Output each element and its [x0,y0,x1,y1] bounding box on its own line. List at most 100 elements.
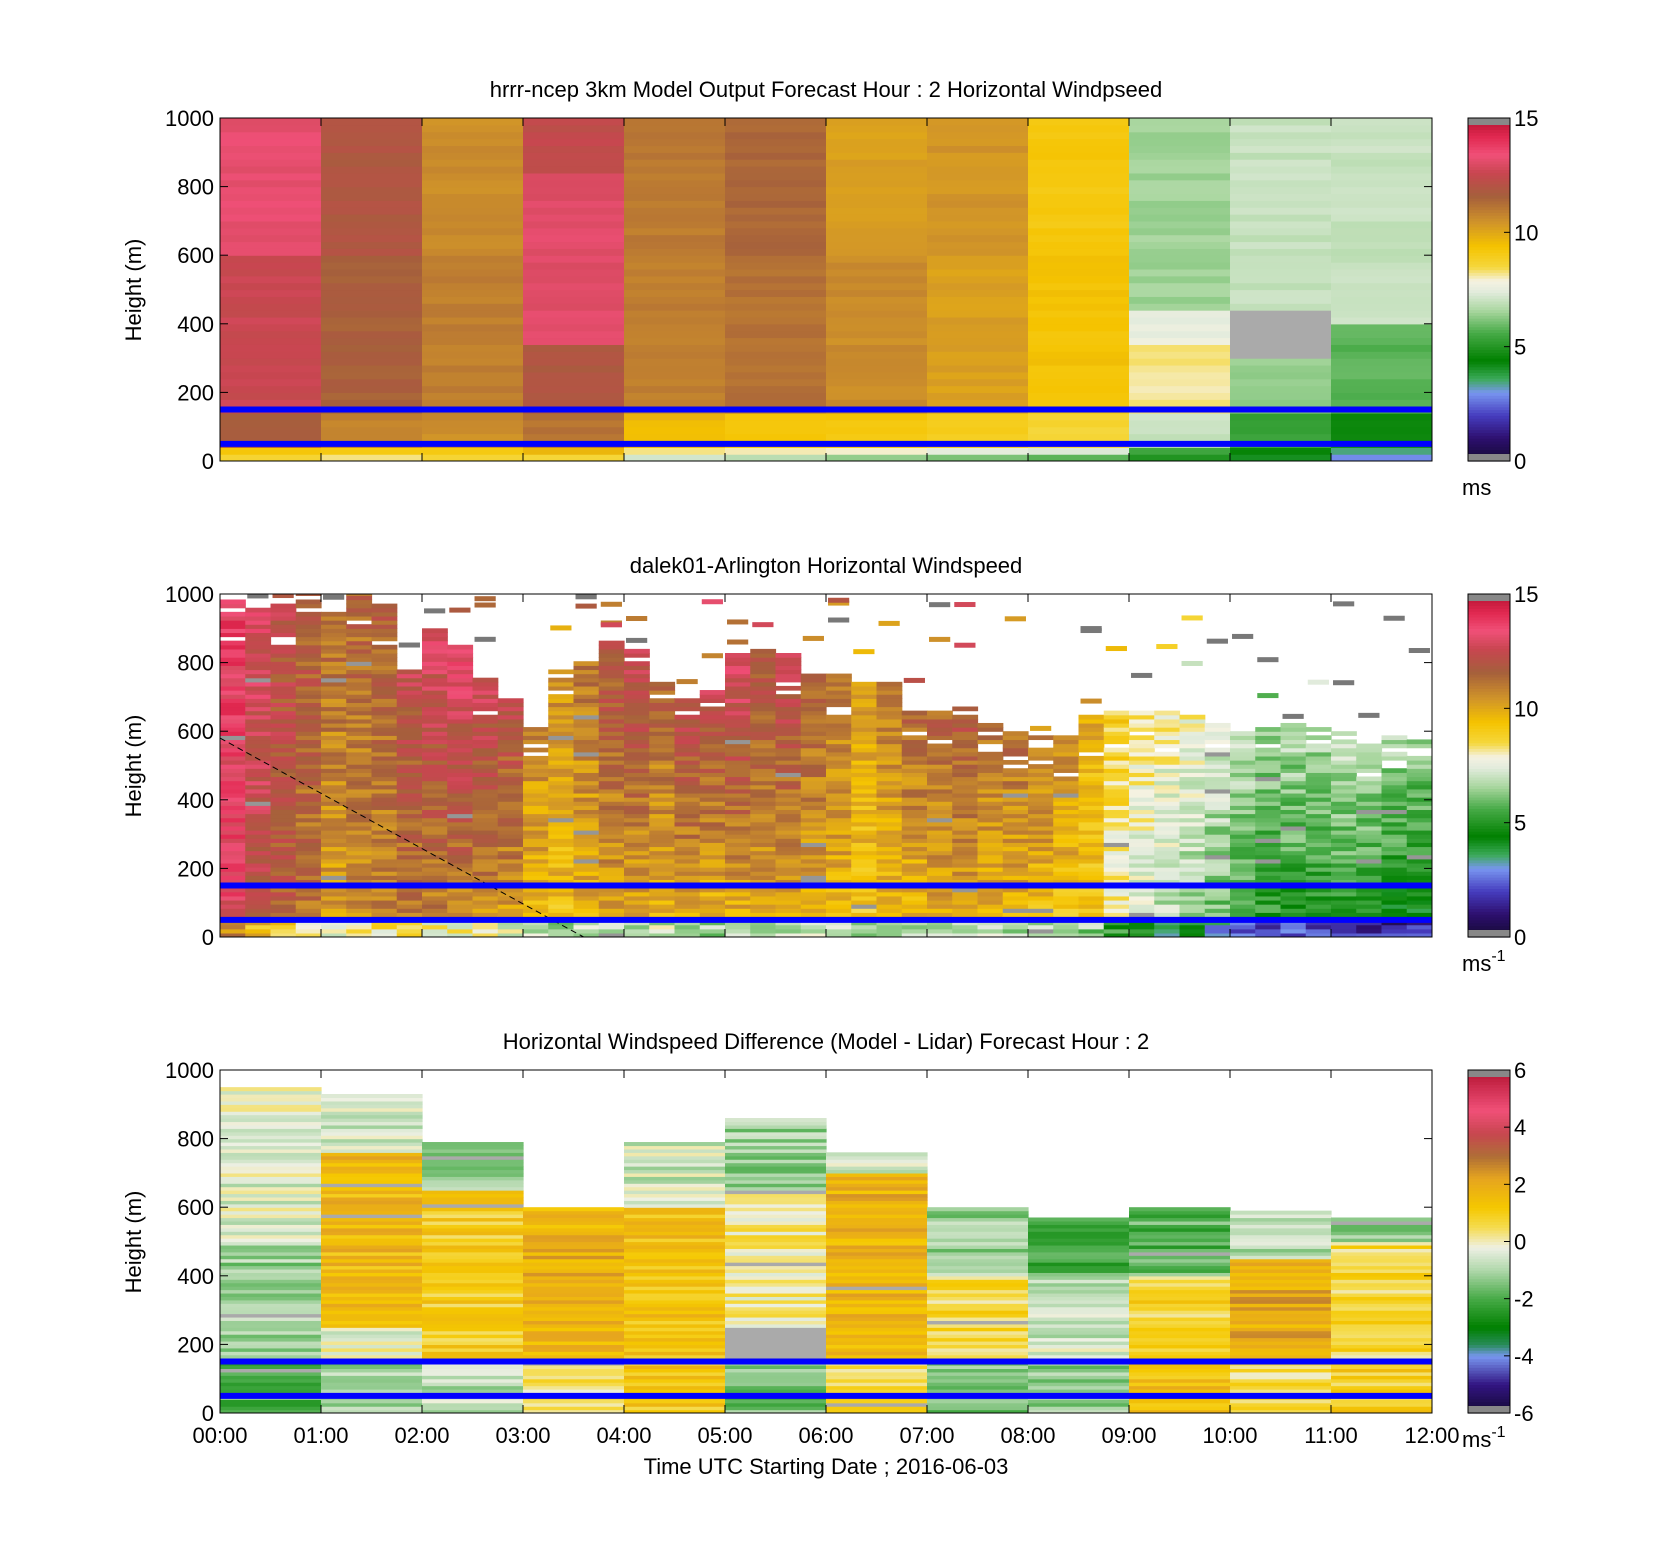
model-cell [1230,282,1332,291]
lidar-cell [1331,928,1357,934]
lidar-cell [699,908,726,913]
lidar-cell [952,722,979,728]
lidar-cell [952,850,979,856]
colorbar-segment [1468,1270,1510,1274]
model-cell [725,310,827,318]
lidar-cell [876,825,903,831]
lidar-cell [295,760,322,765]
lidar-cell [371,867,398,872]
lidar-cell [800,780,827,786]
lidar-cell [497,850,524,856]
lidar-cell [245,706,272,712]
colorbar-segment [1468,639,1510,644]
colorbar-segment [1468,306,1510,311]
difference-cell [1028,1364,1130,1370]
lidar-cell [826,899,852,905]
model-cell [523,275,625,284]
lidar-cell [447,834,474,839]
colorbar-segment [1468,1238,1510,1243]
lidar-cell [775,867,802,872]
lidar-cell [1053,805,1080,811]
lidar-cell [1280,928,1307,934]
colorbar-segment [1468,868,1510,872]
lidar-cell [851,867,878,872]
lidar-cell [598,813,625,819]
difference-cell [826,1282,928,1287]
lidar-cell [295,821,322,827]
model-cell [1129,364,1231,373]
colorbar-tick-label: 2 [1514,1172,1526,1197]
difference-cell [422,1186,524,1191]
model-cell [826,296,928,304]
lidar-cell [1179,739,1206,745]
lidar-cell [977,899,1004,905]
lidar-cell [876,871,903,876]
lidar-cell [851,751,878,757]
colorbar-segment [1468,834,1510,838]
lidar-cell [699,760,726,765]
difference-cell [1028,1220,1130,1225]
difference-cell [826,1272,928,1277]
lidar-cell [977,829,1004,835]
lidar-cell [548,743,575,749]
lidar-cell [220,694,246,699]
lidar-cell [346,702,373,708]
difference-cell [1028,1289,1130,1294]
lidar-cell [1129,829,1155,835]
lidar-cell [649,891,676,897]
difference-cell [321,1142,423,1147]
difference-cell [422,1310,524,1315]
lidar-cell [674,768,701,773]
lidar-cell [1230,867,1256,872]
lidar-cell [1204,784,1231,790]
lidar-cell [1131,672,1153,678]
lidar-cell [346,887,373,893]
lidar-cell [1179,821,1206,827]
lidar-cell [422,735,448,741]
lidar-cell [649,895,676,901]
lidar-cell [1381,875,1408,880]
lidar-cell [422,657,448,662]
lidar-cell [977,817,1004,823]
lidar-cell [1305,813,1332,819]
lidar-cell [725,743,751,749]
lidar-cell [1179,834,1206,839]
lidar-cell [977,764,1004,769]
difference-cell [1331,1337,1432,1342]
lidar-cell [371,632,398,638]
lidar-cell [952,747,979,753]
lidar-cell [323,594,345,600]
lidar-cell [876,772,903,778]
lidar-cell [346,788,373,794]
x-tick-label: 04:00 [596,1423,651,1448]
difference-cell [1230,1224,1332,1229]
lidar-cell [472,920,499,926]
y-tick-label: 400 [177,312,214,337]
colorbar-segment [1468,180,1510,185]
lidar-cell [952,797,979,802]
lidar-cell [1179,764,1206,769]
lidar-cell [573,714,600,720]
model-cell [523,124,625,133]
colorbar-segment [1468,312,1510,316]
colorbar-segment [1468,243,1510,248]
lidar-cell [447,801,474,806]
lidar-cell [624,727,650,732]
difference-cell [1129,1265,1231,1270]
difference-cell [725,1310,827,1315]
lidar-cell [321,677,347,683]
lidar-cell [699,792,726,798]
lidar-cell [270,603,297,609]
model-cell [422,419,524,428]
lidar-cell [750,780,777,786]
model-cell [523,303,625,311]
difference-cell [1028,1375,1130,1380]
lidar-cell [523,834,549,839]
lidar-cell [270,871,297,876]
lidar-cell [725,838,751,843]
lidar-cell [674,780,701,786]
colorbar-segment [1468,768,1510,772]
lidar-cell [548,669,575,675]
lidar-cell [272,594,294,599]
lidar-cell [346,768,373,773]
